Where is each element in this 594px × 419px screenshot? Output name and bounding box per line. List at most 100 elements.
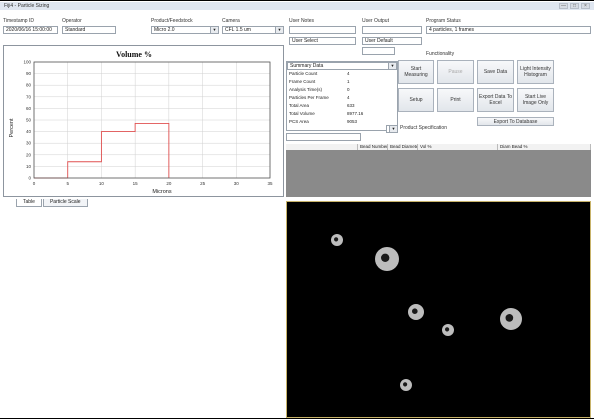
start-measuring-button[interactable]: Start Measuring [398,60,434,84]
particle-blob [500,308,522,330]
chart-x-label: Microns [152,189,172,195]
stat-key: Particle Count [289,71,318,76]
stat-row: Total Volume 8977.16 [287,110,397,117]
stat-key: Total Area [289,103,310,108]
product-spec-label: Product Specification [400,125,447,131]
x-tick-label: 0 [33,181,36,186]
save-data-button[interactable]: Save Data [477,60,514,84]
y-tick-label: 100 [23,60,31,65]
particle-blob [375,247,399,271]
chevron-down-icon: ▼ [389,126,397,132]
volume-chart-panel: Volume % Microns Percent 0 5 10 15 20 25 30 35 0… [3,45,284,197]
minimize-button[interactable]: — [559,3,568,9]
x-tick-label: 15 [133,181,139,186]
bead-grid: Bead Number Bead Diameter Vol % Diam Bea… [286,144,591,197]
y-tick-label: 60 [26,106,32,111]
timestamp-label: Timestamp ID [3,18,34,24]
y-tick-label: 40 [26,129,32,134]
product-spec-select[interactable]: ▼ [386,125,398,133]
window-controls: — □ × [559,3,590,9]
grid-col-diam-bead[interactable]: Diam Bead % [498,144,591,150]
chart-tabs: Table Particle Scale [16,199,88,207]
y-tick-label: 50 [26,118,32,123]
stat-key: PCS Area [289,119,309,124]
stat-row: PCS Area 9053 [287,118,397,125]
stat-value: 9053 [347,119,358,124]
x-tick-label: 30 [234,181,240,186]
stat-key: Analysis Time(s) [289,87,323,92]
camera-select-value: CFL 1.5 um [225,27,251,33]
user-default-field[interactable]: User Default [362,37,422,45]
x-tick-label: 20 [166,181,172,186]
stat-value: 4 [347,95,350,100]
window-title: Fiji4 - Particle Sizing [4,3,50,9]
stat-value: 1 [347,79,350,84]
operator-field[interactable]: Standard [62,26,116,34]
particle-blob [400,379,412,391]
user-output-field[interactable] [362,26,422,34]
chart-ticks: 0 5 10 15 20 25 30 35 0 10 20 30 40 50 60 70 80 90 100 [23,60,273,187]
export-database-button[interactable]: Export To Database [477,117,554,126]
particle-image-panel [286,201,591,418]
user-extra-field[interactable] [362,47,395,55]
stat-key: Particles Per Frame [289,95,329,100]
particle-image [331,234,522,391]
chart-gridlines [33,61,271,179]
camera-select[interactable]: CFL 1.5 um ▼ [222,26,284,34]
user-select-field[interactable]: User Select [289,37,356,45]
product-select-value: Micro 2.0 [154,27,175,33]
stat-value: 633 [347,103,355,108]
grid-col-bead-diameter[interactable]: Bead Diameter [390,144,418,150]
y-tick-label: 20 [26,152,32,157]
user-output-label: User Output [362,18,389,24]
light-intensity-histogram-button[interactable]: Light Intensity Histogram [517,60,554,84]
chart-plot-area [33,61,271,179]
close-button[interactable]: × [581,3,590,9]
y-tick-label: 0 [28,176,31,181]
chart-title: Volume % [116,50,152,59]
particle-blob [442,324,454,336]
summary-stats-panel: Summary Data ▼ Particle Count 4 Frame Cou… [286,61,398,131]
stat-row: Particle Count 4 [287,70,397,77]
y-tick-label: 10 [26,164,32,169]
title-bar: Fiji4 - Particle Sizing — □ × [0,2,594,10]
summary-data-select[interactable]: Summary Data ▼ [287,62,397,70]
maximize-button[interactable]: □ [570,3,579,9]
setup-button[interactable]: Setup [398,88,434,112]
stat-row: Analysis Time(s) 0 [287,86,397,93]
timestamp-field[interactable]: 2020/06/16 15:00:00 [3,26,58,34]
operator-label: Operator [62,18,82,24]
export-excel-button[interactable]: Export Data To Excel [477,88,514,112]
grid-col-bead-number[interactable]: Bead Number [360,144,388,150]
y-tick-label: 70 [26,94,32,99]
pause-button[interactable]: Pause [437,60,474,84]
summary-data-select-value: Summary Data [290,63,324,69]
product-select[interactable]: Micro 2.0 ▼ [151,26,219,34]
y-tick-label: 90 [26,71,32,76]
chevron-down-icon: ▼ [275,27,283,33]
y-tick-label: 30 [26,141,32,146]
user-notes-field[interactable] [289,26,356,34]
camera-label: Camera [222,18,240,24]
spec-field[interactable] [286,133,361,141]
x-tick-label: 5 [66,181,69,186]
stat-value: 0 [347,87,350,92]
stat-row: Total Area 633 [287,102,397,109]
program-status-field: 4 particles, 1 frames [426,26,591,34]
x-tick-label: 25 [200,181,206,186]
program-status-label: Program Status [426,18,461,24]
y-tick-label: 80 [26,83,32,88]
particle-blob [331,234,343,246]
tab-table[interactable]: Table [16,199,42,207]
chart-series [34,123,170,179]
grid-col-vol[interactable]: Vol % [418,144,498,150]
x-tick-label: 10 [99,181,105,186]
volume-chart: Volume % Microns Percent 0 5 10 15 20 25 30 350… [9,50,273,195]
print-button[interactable]: Print [437,88,474,112]
start-live-image-button[interactable]: Start Live Image Only [517,88,554,112]
series-line [34,123,170,179]
grid-col-blank [286,144,358,150]
tab-particle-scale[interactable]: Particle Scale [42,199,88,207]
stat-value: 4 [347,71,350,76]
